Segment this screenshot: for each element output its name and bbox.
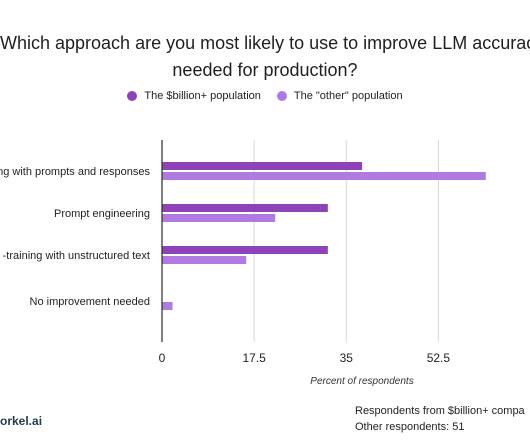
bar-0-series-1: [162, 172, 486, 180]
x-tick-label-2: 35: [340, 351, 354, 365]
legend-item-billion: The $billion+ population: [127, 90, 261, 102]
x-tick-label-0: 0: [159, 351, 166, 365]
chart-title-line-1: Which approach are you most likely to us…: [0, 33, 530, 53]
legend-swatch-billion: [127, 91, 138, 101]
bar-3-series-1: [162, 302, 173, 310]
brand-logo: orkel.ai: [0, 414, 43, 428]
bar-1-series-1: [162, 214, 276, 222]
legend-item-other: The "other" population: [276, 90, 403, 102]
respondent-note-billion: Respondents from $billion+ compa: [355, 405, 525, 417]
chart-title-line-2: needed for production?: [172, 60, 358, 80]
category-label-0: ng with prompts and responses: [0, 166, 150, 178]
x-tick-label-1: 17.5: [242, 351, 266, 365]
chart-legend: The $billion+ population The "other" pop…: [0, 90, 530, 102]
category-label-3: No improvement needed: [30, 296, 150, 308]
respondent-note-other: Other respondents: 51: [355, 421, 465, 433]
category-label-1: Prompt engineering: [54, 208, 150, 220]
bar-2-series-1: [162, 256, 247, 264]
chart-title: Which approach are you most likely to us…: [0, 30, 530, 84]
legend-swatch-other: [276, 91, 287, 101]
footer: [0, 393, 530, 442]
x-tick-label-3: 52.5: [427, 351, 451, 365]
respondent-notes: Respondents from $billion+ compa Other r…: [355, 403, 525, 435]
legend-label-other: The "other" population: [293, 90, 403, 102]
bar-0-series-0: [162, 162, 363, 170]
x-axis-label: Percent of respondents: [310, 376, 413, 387]
bar-2-series-0: [162, 246, 328, 254]
legend-label-billion: The $billion+ population: [144, 90, 261, 102]
category-label-2: -training with unstructured text: [3, 250, 150, 262]
bar-1-series-0: [162, 204, 328, 212]
